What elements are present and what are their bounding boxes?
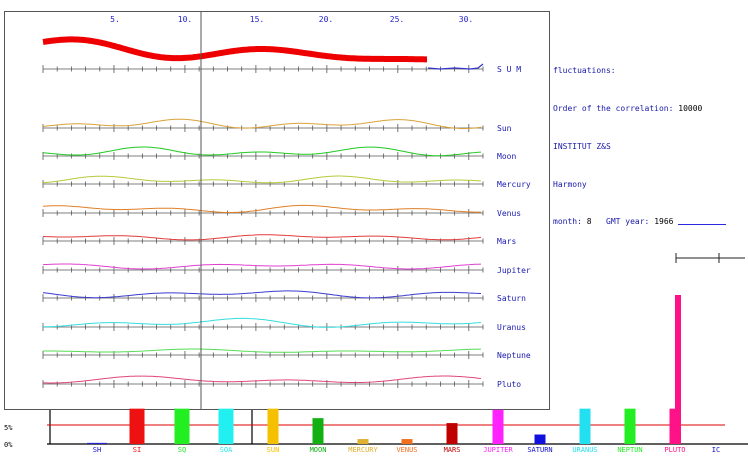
row-uranus: Uranus xyxy=(42,317,526,332)
bar-soa xyxy=(218,408,234,444)
info-panel: fluctuations: Order of the correlation: … xyxy=(553,40,727,242)
bar-label-jupiter: JUPITER xyxy=(483,446,513,454)
row-pluto: Pluto xyxy=(42,375,521,389)
bar-saturn xyxy=(534,434,546,444)
bar-pluto-extra xyxy=(675,295,681,444)
bar-sh xyxy=(87,442,107,444)
bar-uranus xyxy=(579,408,591,444)
bar-jupiter xyxy=(492,409,504,444)
info-date: month: 8 GMT year: 1966 xyxy=(553,216,727,229)
row-sum: S U M xyxy=(42,36,521,74)
bar-chart: 5% 0% SH SI SQ SOA SUN MOON MERCURY VENUS MARS JUPI… xyxy=(4,295,748,454)
row-neptune: Neptune xyxy=(42,348,531,360)
uranus-curve xyxy=(43,317,482,328)
year-input-line[interactable] xyxy=(678,224,727,226)
sun-curve xyxy=(42,118,482,130)
row-jupiter: Jupiter xyxy=(42,263,531,275)
row-mercury: Mercury xyxy=(42,175,531,189)
month-value: 8 xyxy=(586,217,592,227)
bar-label-ic: IC xyxy=(712,446,720,454)
row-label-venus: Venus xyxy=(497,209,521,218)
day-tick-label: 30. xyxy=(459,15,473,24)
bar-label-uranus: URANUS xyxy=(572,446,597,454)
mercury-curve xyxy=(42,175,482,184)
row-label-jupiter: Jupiter xyxy=(497,266,531,275)
bar-moon xyxy=(312,418,324,444)
neptune-curve xyxy=(43,348,481,353)
venus-curve xyxy=(42,204,481,213)
bar-label-moon: MOON xyxy=(310,446,327,454)
mars-curve xyxy=(42,234,482,241)
day-tick-label: 15. xyxy=(250,15,264,24)
bar-mars xyxy=(446,423,458,444)
bar-label-mercury: MERCURY xyxy=(348,446,378,454)
jupiter-curve xyxy=(42,263,482,270)
bar-label-soa: SOA xyxy=(220,446,233,454)
row-label-mercury: Mercury xyxy=(497,180,531,189)
bar-si xyxy=(129,408,145,444)
bar-label-saturn: SATURN xyxy=(527,446,552,454)
row-label-sun: Sun xyxy=(497,124,512,133)
row-label-sum: S U M xyxy=(497,65,521,74)
row-label-saturn: Saturn xyxy=(497,294,526,303)
bar-neptun xyxy=(624,408,636,444)
day-tick-label: 5. xyxy=(110,15,120,24)
correlation-value: 10000 xyxy=(678,103,703,113)
bar-label-sun: SUN xyxy=(267,446,280,454)
axis-label-0pct: 0% xyxy=(4,441,13,449)
planet-rows: S U M Sun Moon Mercury Venus Mars Jupiter Satur… xyxy=(42,36,531,389)
bar-venus xyxy=(401,439,413,444)
bar-label-sh: SH xyxy=(93,446,101,454)
day-tick-label: 10. xyxy=(178,15,192,24)
bar-label-mars: MARS xyxy=(444,446,461,454)
sum-curve-tail xyxy=(427,63,484,70)
bar-label-venus: VENUS xyxy=(396,446,417,454)
row-venus: Venus xyxy=(42,204,521,218)
saturn-curve xyxy=(42,290,482,299)
row-mars: Mars xyxy=(42,234,516,246)
row-sun: Sun xyxy=(42,118,512,133)
row-saturn: Saturn xyxy=(42,290,526,303)
bar-label-si: SI xyxy=(133,446,141,454)
bar-sq xyxy=(174,408,190,444)
bar-label-neptun: NEPTUN xyxy=(617,446,642,454)
info-correlation: Order of the correlation: 10000 xyxy=(553,103,703,113)
info-fluctuations: fluctuations: xyxy=(553,66,616,76)
sum-curve xyxy=(42,36,428,63)
bar-label-pluto: PLUTO xyxy=(664,446,685,454)
day-tick-label: 20. xyxy=(319,15,333,24)
moon-curve xyxy=(42,146,482,157)
row-label-mars: Mars xyxy=(497,237,516,246)
row-label-moon: Moon xyxy=(497,152,516,161)
day-tick-labels: 5. 10. 15. 20. 25. 30. xyxy=(110,15,473,24)
bar-label-sq: SQ xyxy=(178,446,186,454)
bar-sun xyxy=(267,408,279,444)
axis-label-5pct: 5% xyxy=(4,424,13,432)
pluto-curve xyxy=(43,375,482,384)
row-label-neptune: Neptune xyxy=(497,351,531,360)
row-label-uranus: Uranus xyxy=(497,323,526,332)
day-tick-label: 25. xyxy=(390,15,404,24)
info-mode: Harmony xyxy=(553,179,587,189)
info-institute: INSTITUT Z&S xyxy=(553,141,611,151)
row-moon: Moon xyxy=(42,146,516,161)
year-value: 1966 xyxy=(654,217,674,227)
bar-mercury xyxy=(357,439,369,444)
scale-marker xyxy=(675,253,745,263)
row-label-pluto: Pluto xyxy=(497,380,521,389)
